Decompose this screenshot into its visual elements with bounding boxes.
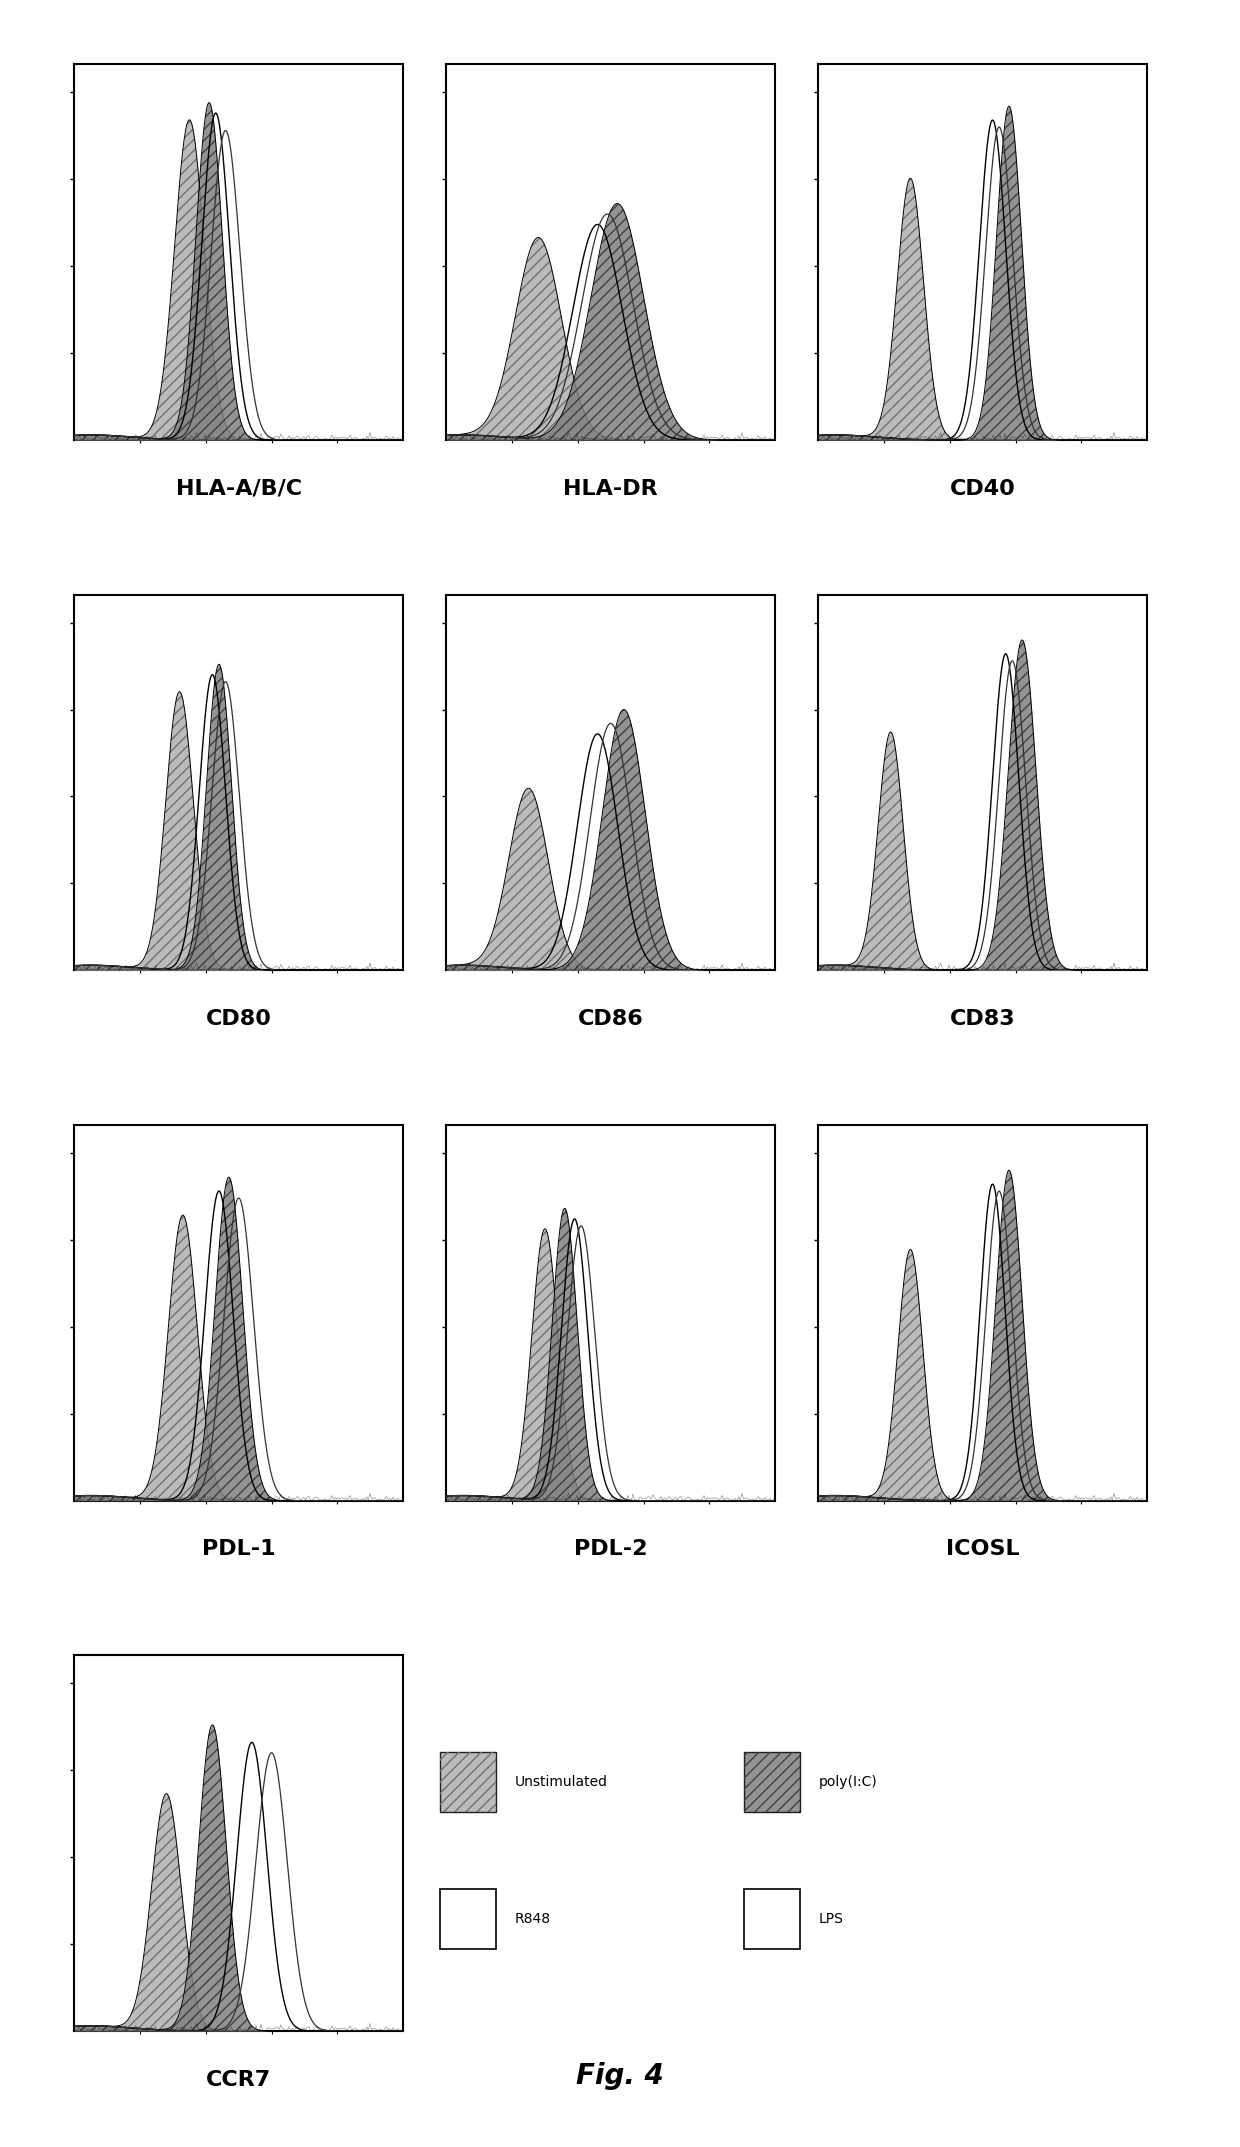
Text: HLA-A/B/C: HLA-A/B/C xyxy=(176,479,301,498)
FancyBboxPatch shape xyxy=(440,1889,496,1949)
Text: CD86: CD86 xyxy=(578,1009,644,1028)
Text: poly(I:C): poly(I:C) xyxy=(818,1776,877,1788)
Text: ICOSL: ICOSL xyxy=(946,1539,1019,1559)
FancyBboxPatch shape xyxy=(744,1752,800,1812)
FancyBboxPatch shape xyxy=(744,1889,800,1949)
Text: R848: R848 xyxy=(515,1913,551,1926)
Text: CD80: CD80 xyxy=(206,1009,272,1028)
Text: Fig. 4: Fig. 4 xyxy=(577,2061,663,2091)
Text: PDL-1: PDL-1 xyxy=(202,1539,275,1559)
Text: Unstimulated: Unstimulated xyxy=(515,1776,608,1788)
Text: PDL-2: PDL-2 xyxy=(574,1539,647,1559)
FancyBboxPatch shape xyxy=(440,1752,496,1812)
Text: CCR7: CCR7 xyxy=(206,2070,272,2089)
Text: LPS: LPS xyxy=(818,1913,843,1926)
Text: CD83: CD83 xyxy=(950,1009,1016,1028)
Text: HLA-DR: HLA-DR xyxy=(563,479,658,498)
Text: CD40: CD40 xyxy=(950,479,1016,498)
